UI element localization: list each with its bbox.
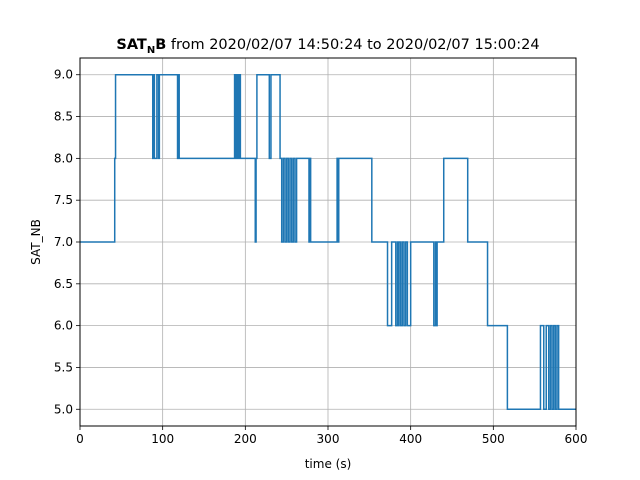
x-tick-label: 300	[317, 432, 340, 446]
series-layer	[80, 73, 576, 411]
y-tick-label: 6.5	[54, 277, 73, 291]
y-tick-label: 6.0	[54, 319, 73, 333]
x-tick-label: 0	[76, 432, 84, 446]
y-tick-label: 9.0	[54, 68, 73, 82]
y-tick-label: 7.0	[54, 235, 73, 249]
chart-title: SATNB from 2020/02/07 14:50:24 to 2020/0…	[116, 37, 539, 56]
x-tick-label: 400	[399, 432, 422, 446]
y-tick-label: 8.5	[54, 110, 73, 124]
title-main: SAT	[116, 37, 147, 53]
y-tick-label: 5.5	[54, 360, 73, 374]
y-tick-label: 8.0	[54, 151, 73, 165]
title-rest: from 2020/02/07 14:50:24 to 2020/02/07 1…	[166, 37, 539, 53]
x-tick-label: 500	[482, 432, 505, 446]
x-axis: 0 100 200 300 400 500 600	[76, 426, 587, 446]
title-subscript: N	[147, 45, 155, 56]
x-tick-label: 600	[565, 432, 588, 446]
x-axis-label: time (s)	[305, 457, 352, 471]
y-tick-label: 7.5	[54, 193, 73, 207]
y-tick-label: 5.0	[54, 402, 73, 416]
y-axis: 5.0 5.5 6.0 6.5 7.0 7.5 8.0 8.5 9.0	[54, 68, 80, 416]
title-main-tail: B	[155, 37, 166, 53]
x-tick-label: 100	[151, 432, 174, 446]
series-line	[80, 73, 576, 411]
x-tick-label: 200	[234, 432, 257, 446]
y-axis-label: SAT_NB	[29, 219, 43, 265]
